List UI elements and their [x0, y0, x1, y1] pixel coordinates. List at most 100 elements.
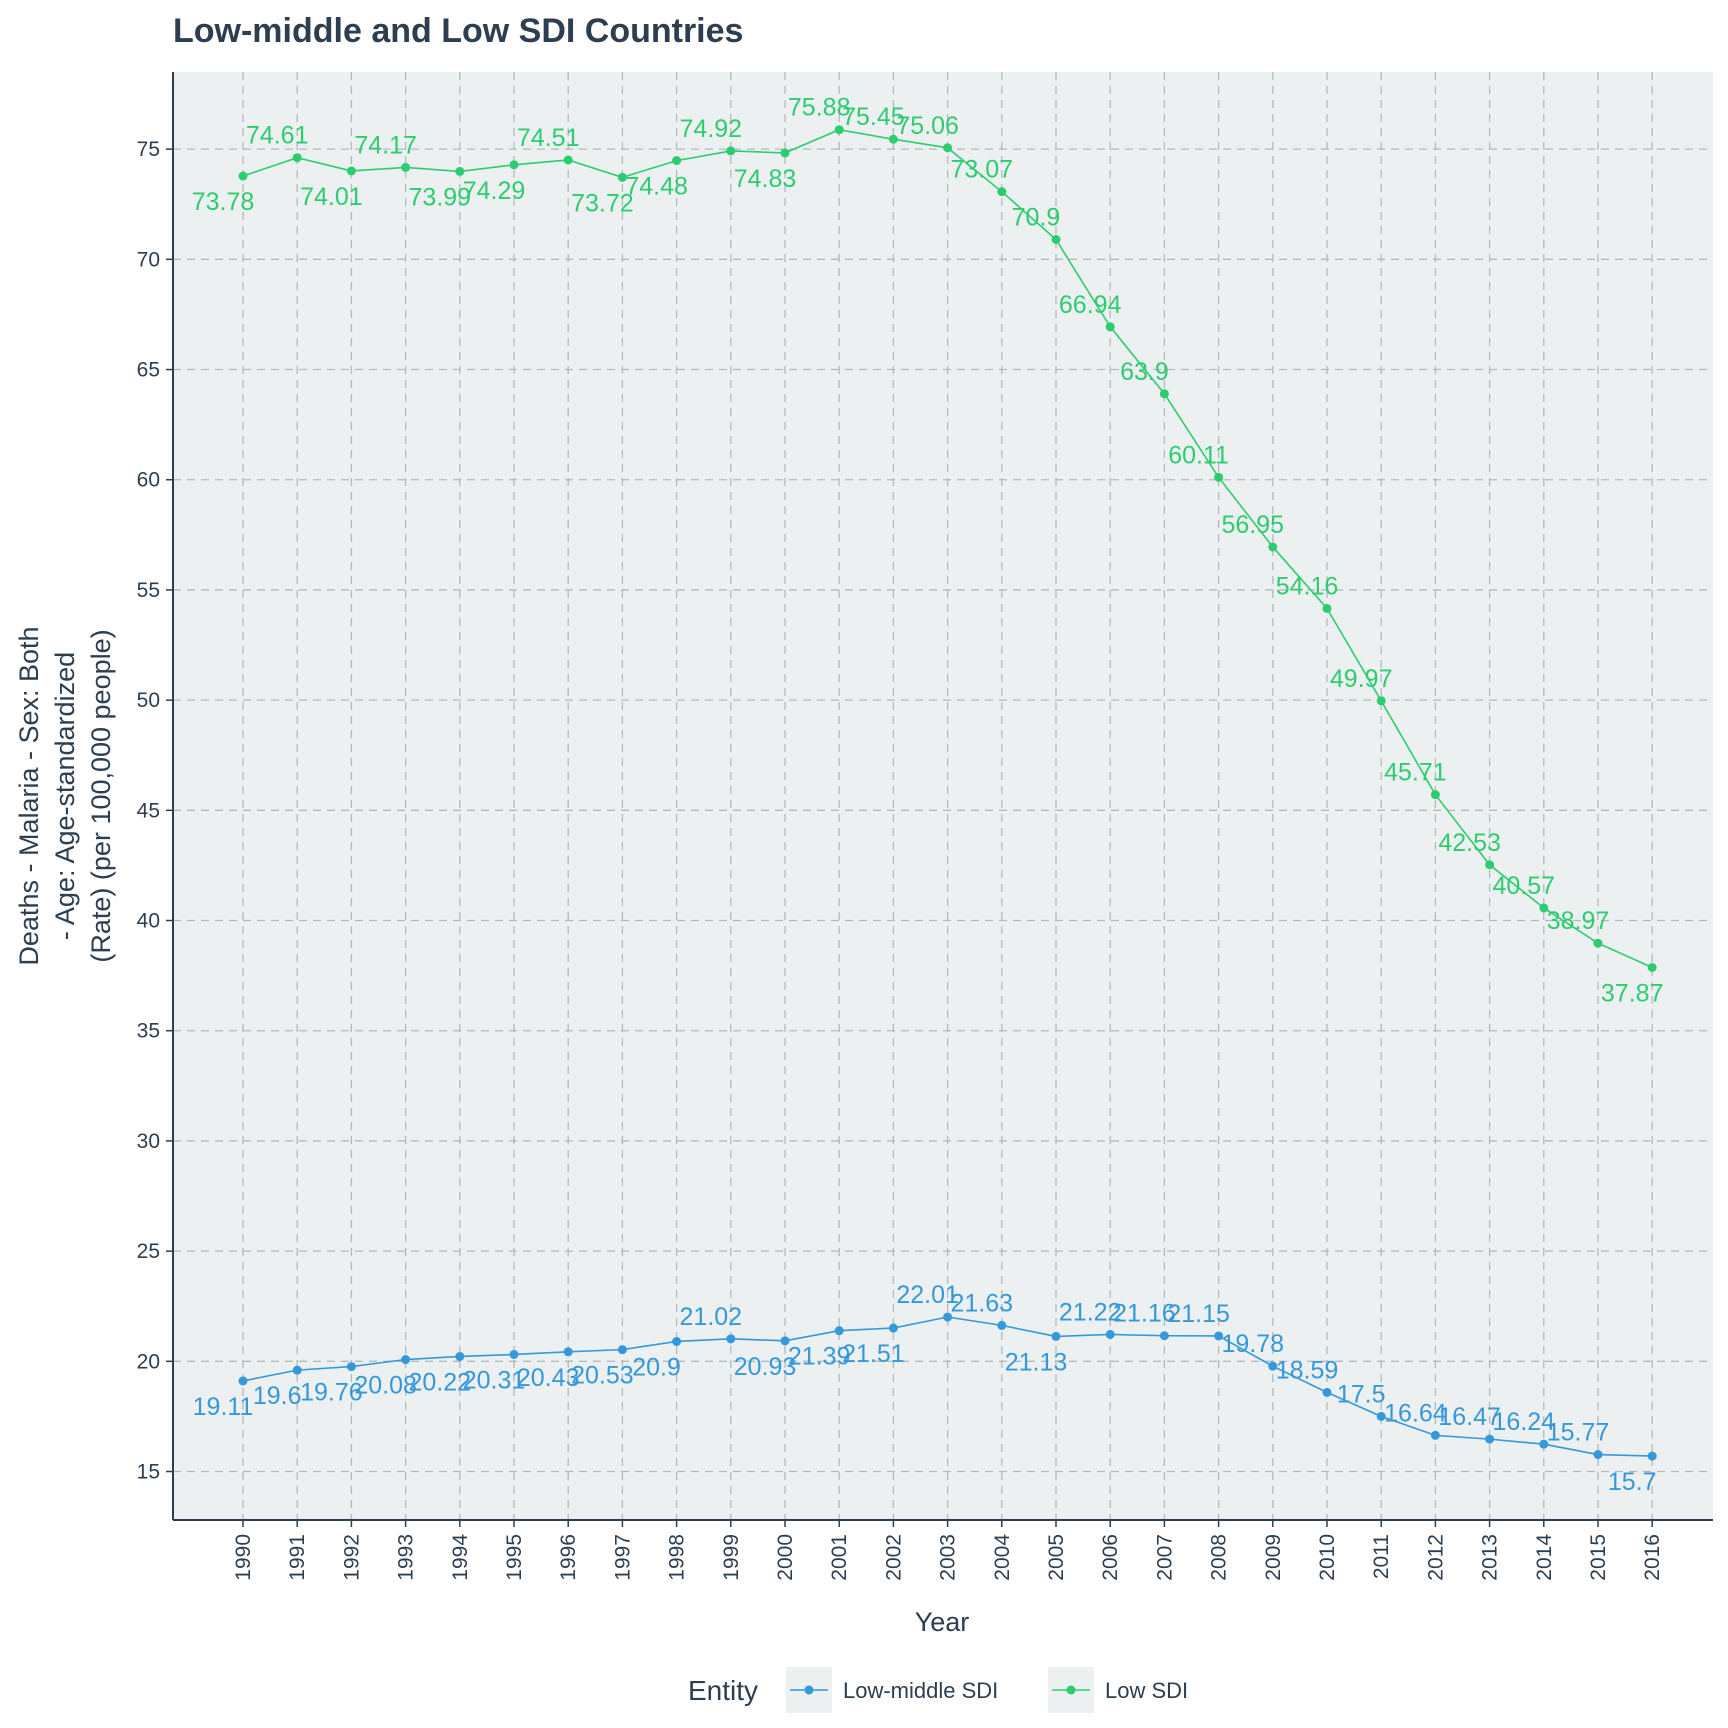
x-tick-label: 1991 — [286, 1534, 309, 1581]
data-label: 20.9 — [632, 1353, 681, 1381]
data-label: 74.61 — [246, 122, 309, 150]
x-axis-title: Year — [915, 1607, 970, 1637]
data-point — [780, 1336, 790, 1346]
data-point — [1539, 1439, 1549, 1449]
x-tick-label: 1995 — [503, 1534, 526, 1581]
data-point — [1105, 1329, 1115, 1339]
legend: Entity Low-middle SDI Low SDI — [688, 1667, 1188, 1713]
data-label: 21.39 — [788, 1343, 851, 1371]
data-label: 21.51 — [842, 1340, 905, 1368]
data-point — [238, 1376, 248, 1386]
plot-panel — [173, 72, 1713, 1520]
data-point — [1159, 1331, 1169, 1341]
data-label: 21.22 — [1059, 1298, 1122, 1326]
data-label: 19.76 — [300, 1379, 363, 1407]
y-axis-title: Deaths - Malaria - Sex: Both - Age: Age-s… — [14, 626, 116, 965]
data-label: 74.92 — [680, 115, 743, 143]
data-label: 16.64 — [1384, 1399, 1447, 1427]
data-label: 42.53 — [1438, 829, 1501, 857]
data-point — [834, 1326, 844, 1336]
data-point — [401, 1355, 411, 1365]
data-point — [1593, 1450, 1603, 1460]
data-label: 73.78 — [192, 188, 255, 216]
data-label: 20.22 — [409, 1368, 472, 1396]
data-label: 74.51 — [517, 124, 580, 152]
data-point — [888, 134, 898, 144]
data-point — [346, 166, 356, 176]
data-label: 20.93 — [734, 1353, 797, 1381]
data-label: 40.57 — [1493, 872, 1556, 900]
data-label: 16.47 — [1438, 1403, 1501, 1431]
y-tick-label: 30 — [137, 1130, 160, 1153]
data-label: 20.43 — [517, 1364, 580, 1392]
data-point — [834, 125, 844, 135]
x-tick-label: 2004 — [991, 1534, 1014, 1581]
data-point — [563, 1347, 573, 1357]
data-label: 75.45 — [842, 103, 905, 131]
data-point — [943, 143, 953, 153]
legend-key-point — [804, 1685, 814, 1695]
y-tick-label: 40 — [137, 910, 160, 933]
data-label: 20.08 — [354, 1372, 417, 1400]
data-point — [726, 146, 736, 156]
data-point — [1647, 962, 1657, 972]
data-label: 15.77 — [1547, 1419, 1610, 1447]
data-label: 20.53 — [571, 1362, 634, 1390]
data-point — [1376, 696, 1386, 706]
data-label: 15.7 — [1608, 1468, 1657, 1496]
data-label: 74.83 — [734, 165, 797, 193]
data-label: 73.99 — [409, 183, 472, 211]
data-label: 18.59 — [1276, 1356, 1339, 1384]
data-label: 21.63 — [951, 1289, 1014, 1317]
data-label: 17.5 — [1337, 1380, 1386, 1408]
y-tick-label: 50 — [137, 689, 160, 712]
data-label: 38.97 — [1547, 907, 1610, 935]
data-point — [292, 1365, 302, 1375]
data-point — [1268, 1361, 1278, 1371]
chart-title: Low-middle and Low SDI Countries — [173, 12, 743, 50]
data-point — [292, 153, 302, 163]
legend-label: Low SDI — [1105, 1678, 1188, 1703]
data-point — [1105, 322, 1115, 332]
y-tick-label: 15 — [137, 1461, 160, 1484]
x-tick-label: 1998 — [666, 1534, 689, 1581]
data-point — [1376, 1411, 1386, 1421]
x-tick-label: 2016 — [1641, 1534, 1664, 1581]
data-label: 21.02 — [680, 1303, 743, 1331]
data-point — [509, 160, 519, 170]
x-tick-label: 2015 — [1587, 1534, 1610, 1581]
y-tick-label: 65 — [137, 359, 160, 382]
y-tick-label: 60 — [137, 469, 160, 492]
y-tick-label: 55 — [137, 579, 160, 602]
data-label: 49.97 — [1330, 665, 1393, 693]
data-point — [617, 172, 627, 182]
x-tick-label: 2001 — [828, 1534, 851, 1581]
data-point — [943, 1312, 953, 1322]
data-label: 45.71 — [1384, 759, 1447, 787]
data-point — [1051, 235, 1061, 245]
y-tick-label: 35 — [137, 1020, 160, 1043]
x-tick-label: 2002 — [882, 1534, 905, 1581]
data-point — [401, 162, 411, 172]
legend-label: Low-middle SDI — [843, 1678, 998, 1703]
x-tick-label: 2007 — [1153, 1534, 1176, 1581]
x-tick-label: 2012 — [1424, 1534, 1447, 1581]
series-layer — [238, 125, 1657, 1461]
data-label: 74.29 — [463, 177, 526, 205]
x-tick-label: 1994 — [449, 1534, 472, 1581]
y-axis-title-line: Deaths - Malaria - Sex: Both — [14, 626, 44, 965]
data-point — [1214, 1331, 1224, 1341]
x-tick-label: 1990 — [232, 1534, 255, 1581]
y-tick-label: 20 — [137, 1350, 160, 1373]
data-label: 56.95 — [1222, 511, 1285, 539]
data-point — [1322, 1387, 1332, 1397]
x-tick-label: 1997 — [611, 1534, 634, 1581]
data-label: 20.31 — [463, 1366, 526, 1394]
y-axis-title-line: (Rate) (per 100,000 people) — [86, 629, 116, 962]
data-point — [455, 1351, 465, 1361]
x-tick-label: 2006 — [1099, 1534, 1122, 1581]
x-tick-label: 2005 — [1045, 1534, 1068, 1581]
data-label: 70.9 — [1012, 204, 1061, 232]
